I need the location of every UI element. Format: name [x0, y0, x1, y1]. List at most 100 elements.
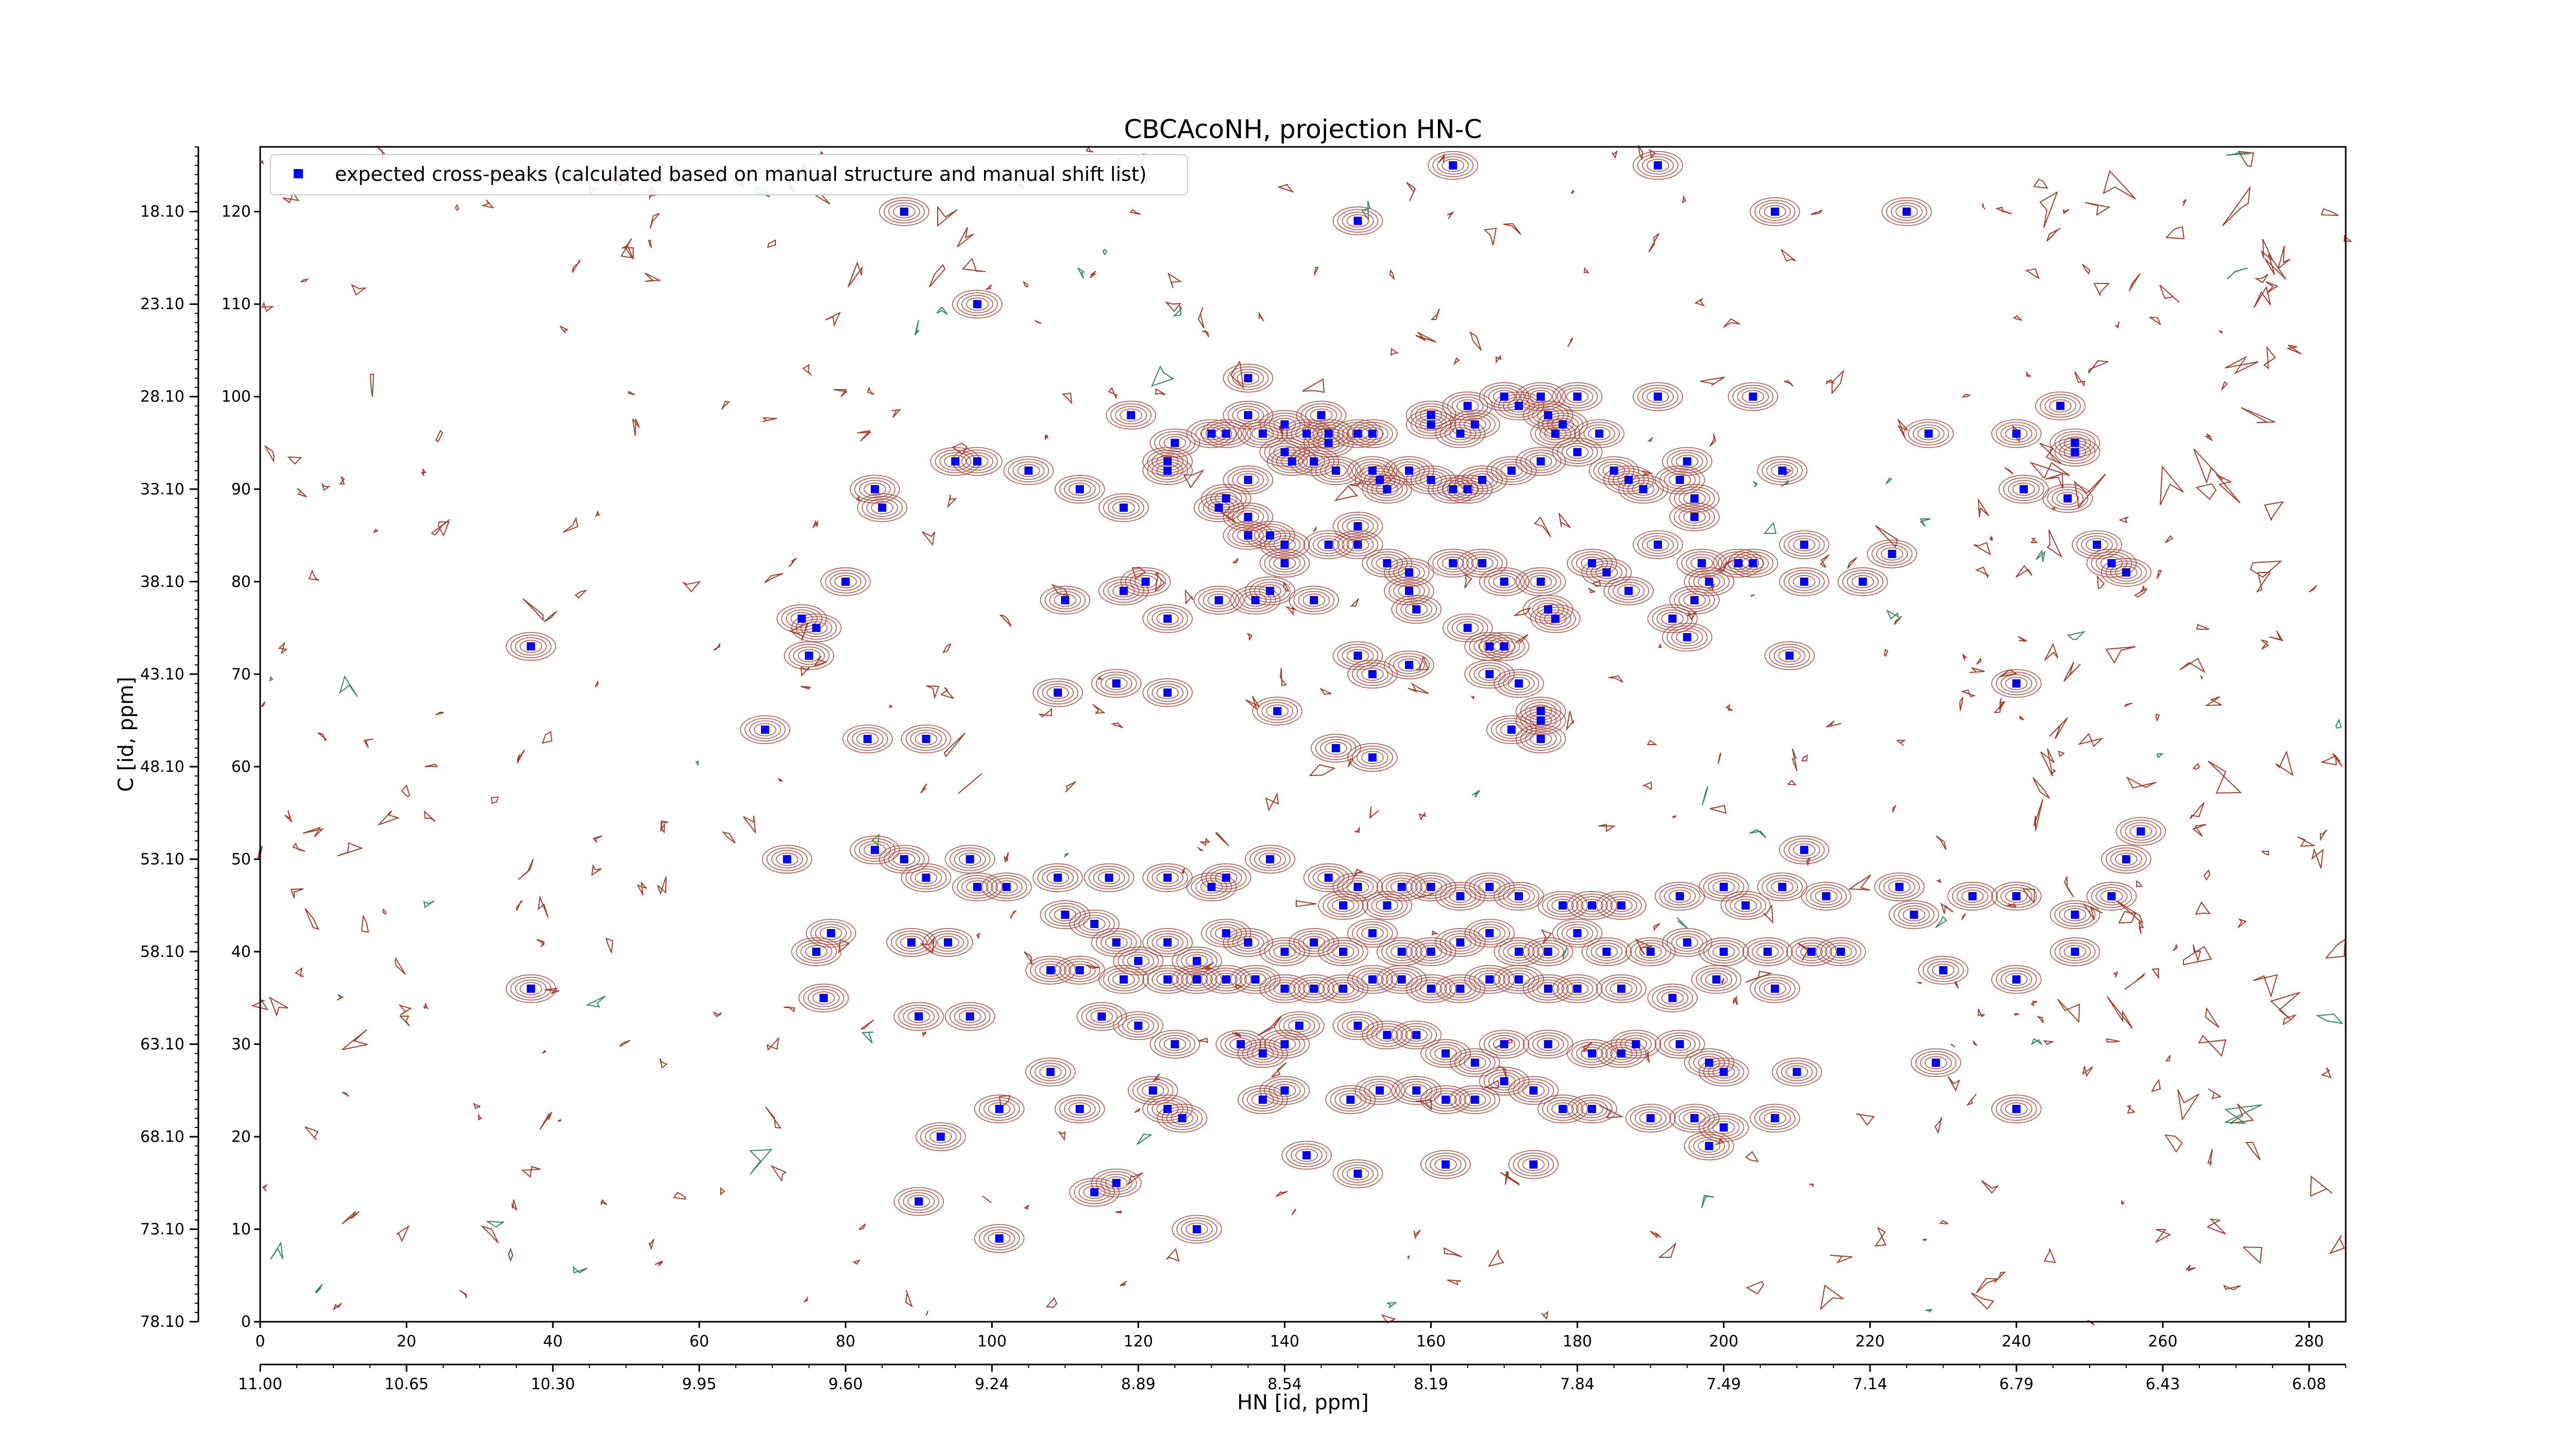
- x-ppm-tick-label: 8.19: [1414, 1375, 1448, 1393]
- peak-contour: [863, 482, 886, 496]
- peak-contour: [1364, 1081, 1396, 1100]
- cross-peak-point: [1485, 642, 1494, 651]
- peak-contour: [1332, 206, 1383, 235]
- peak-contour: [1110, 403, 1151, 427]
- noise-contour: [2045, 473, 2063, 489]
- noise-contour: [1313, 526, 1316, 532]
- peak-contour: [1776, 1060, 1818, 1084]
- peak-contour: [1457, 549, 1507, 578]
- peak-contour: [1732, 551, 1774, 575]
- peak-contour: [1390, 945, 1413, 958]
- noise-contour: [2227, 267, 2248, 280]
- peak-contour: [1266, 704, 1289, 718]
- peak-contour: [1630, 1106, 1671, 1130]
- cross-peak-point: [1251, 975, 1260, 984]
- noise-contour: [1247, 633, 1253, 642]
- peak-contour: [825, 570, 867, 594]
- noise-contour: [1922, 1238, 1928, 1241]
- peak-contour: [1400, 600, 1432, 619]
- noise-contour: [1971, 1292, 1994, 1310]
- peak-contour: [1201, 965, 1251, 994]
- peak-contour: [1366, 551, 1408, 575]
- peak-contour: [1542, 412, 1583, 436]
- peak-contour: [1652, 986, 1693, 1010]
- cross-peak-point: [1222, 873, 1230, 882]
- cross-peak-point: [1719, 883, 1728, 891]
- noise-contour: [1993, 701, 2004, 714]
- noise-contour: [1897, 419, 1908, 439]
- cross-peak-point: [1214, 503, 1223, 512]
- peak-contour: [1342, 535, 1374, 554]
- cross-peak-point: [1500, 392, 1509, 401]
- y-ppm-tick-label: 53.10: [140, 850, 184, 868]
- peak-contour: [1530, 419, 1581, 448]
- y-tick-label: 70: [231, 665, 251, 683]
- peak-contour: [1234, 967, 1276, 991]
- cross-peak-point: [1800, 577, 1808, 586]
- noise-contour: [2195, 901, 2211, 915]
- peak-contour: [1639, 945, 1662, 958]
- cross-peak-point: [1097, 1012, 1106, 1021]
- cross-peak-point: [1609, 466, 1618, 475]
- noise-contour: [2013, 1013, 2020, 1016]
- noise-contour: [522, 598, 544, 621]
- x-ppm-tick-label: 10.65: [384, 1375, 429, 1393]
- peak-contour: [740, 715, 790, 744]
- noise-contour: [1960, 689, 1976, 698]
- peak-contour: [1679, 1109, 1710, 1127]
- peak-contour: [1764, 205, 1786, 218]
- peak-contour: [1337, 514, 1379, 538]
- peak-contour: [1113, 947, 1164, 975]
- peak-contour: [1352, 921, 1393, 945]
- cross-peak-markers: [527, 161, 2145, 1243]
- cross-peak-point: [871, 485, 879, 494]
- noise-contour: [1464, 573, 1472, 588]
- y-ppm-tick-label: 78.10: [140, 1313, 184, 1331]
- peak-contour: [1464, 919, 1515, 948]
- x-tick-label: 80: [836, 1333, 855, 1351]
- peak-contour: [1312, 535, 1345, 554]
- peak-contour: [1703, 1116, 1744, 1139]
- x-tick-label: 200: [1709, 1333, 1738, 1351]
- peak-contour: [2086, 538, 2108, 551]
- y-tick-label: 30: [231, 1035, 251, 1053]
- peak-contour: [1576, 1044, 1608, 1063]
- peak-contour: [1105, 677, 1128, 690]
- peak-contour: [954, 1007, 986, 1026]
- noise-contour: [2315, 1013, 2344, 1024]
- cross-peak-point: [973, 457, 981, 466]
- peak-contour: [1788, 840, 1820, 860]
- peak-contour: [1273, 1084, 1296, 1097]
- peak-contour: [1761, 459, 1803, 483]
- peak-contour: [1620, 1035, 1652, 1054]
- peak-contour: [1202, 591, 1235, 610]
- noise-contour: [1925, 1308, 1933, 1313]
- cross-peak-point: [1178, 1114, 1187, 1122]
- peak-contour: [986, 875, 1027, 899]
- peak-contour: [1157, 1104, 1208, 1133]
- peak-contour: [1425, 1153, 1466, 1176]
- peak-contour: [1163, 436, 1187, 450]
- noise-contour: [422, 1002, 429, 1009]
- cross-peak-point: [1427, 883, 1435, 891]
- peak-contour: [800, 942, 833, 961]
- peak-contour: [1581, 937, 1632, 966]
- noise-contour: [507, 1248, 514, 1262]
- peak-contour: [1734, 899, 1757, 912]
- peak-contour: [1337, 209, 1379, 233]
- peak-contour: [1398, 658, 1420, 672]
- cross-peak-point: [1368, 429, 1377, 438]
- cross-peak-point: [922, 873, 930, 882]
- peak-contour: [519, 982, 543, 996]
- peak-contour: [1759, 979, 1791, 998]
- peak-contour: [966, 454, 989, 468]
- noise-contour: [336, 993, 344, 1001]
- cross-peak-point: [2122, 568, 2130, 577]
- peak-contour: [1273, 1037, 1296, 1051]
- peak-contour: [1437, 554, 1469, 572]
- noise-contour: [369, 373, 375, 397]
- noise-contour: [321, 483, 331, 491]
- cross-peak-point: [1412, 605, 1421, 614]
- noise-contour: [1745, 1151, 1759, 1162]
- cross-peak-point: [1624, 476, 1633, 484]
